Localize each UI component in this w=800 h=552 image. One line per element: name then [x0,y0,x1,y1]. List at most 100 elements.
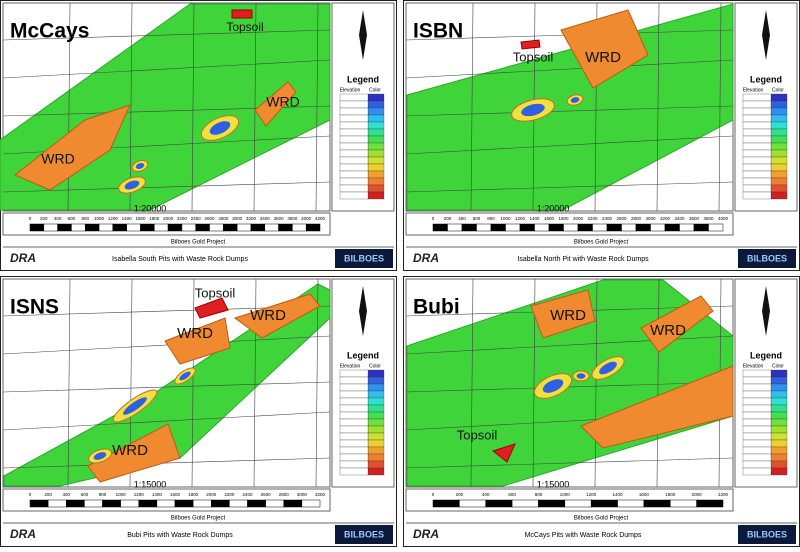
legend-swatch [770,411,788,420]
scale-tick-label: 1200 [586,492,597,497]
project-name: Bilboes Gold Project [171,516,226,522]
legend-title: Legend [750,350,782,360]
scale-segment [432,223,448,232]
scale-segment [693,223,709,232]
brand-logo: BILBOES [747,529,787,539]
grid-line [405,105,734,117]
legend-cell [742,170,772,179]
scale-segment [247,499,266,508]
map-panel: Bubi WRD WRD Topsoil Legend Elevation Color 1:1… [403,276,800,547]
legend-cell [742,411,772,420]
legend-header: Color [772,363,784,369]
scale-segment [305,223,321,232]
brand-box [738,525,796,544]
map-label: WRD [266,94,299,110]
legend-cell [742,467,772,476]
scale-segment [181,223,196,232]
grid-line [2,59,331,79]
scale-tick-label: 3600 [689,216,700,221]
scale-segment [505,223,521,232]
legend-cell [742,460,772,469]
grid-line [470,278,474,488]
legend-swatch [367,390,385,399]
legend-cell [742,128,772,137]
scale-segment [643,499,671,508]
scale-segment [590,499,618,508]
legend-cell [742,439,772,448]
scale-segment [43,223,58,232]
scale-tick-label: 1600 [544,216,555,221]
scale-segment [564,499,592,508]
waste-rock-dump [530,289,596,339]
north-arrow [762,10,770,60]
caption: Bubi Pits with Waste Rock Dumps [127,532,233,539]
scale-tick-label: 3000 [645,216,656,221]
scale-tick-label: 1800 [665,492,676,497]
legend-cell [339,149,369,158]
caption: Isabella North Pit with Waste Rock Dumps [517,256,649,263]
grid-line [405,457,734,469]
legend-swatch [367,149,385,158]
scale-tick-label: 1600 [639,492,650,497]
legend-swatch [367,114,385,123]
legend-swatch [367,121,385,130]
scale-segment [283,499,303,508]
scale-segment [635,223,651,232]
scale-tick-label: 4200 [315,216,326,221]
waste-rock-dump [580,365,734,449]
topsoil [231,9,253,19]
scale-segment [195,223,210,232]
map-label: WRD [41,151,74,167]
legend-cell [742,390,772,399]
north-arrow [359,10,367,60]
legend-title: Legend [750,74,782,84]
legend-swatch [770,425,788,434]
pit-floor [179,371,191,381]
legend-swatch [367,383,385,392]
scale-segment [592,223,608,232]
scale-segment [138,499,158,508]
pit-floor [135,163,145,169]
scale-tick-label: 600 [81,492,89,497]
pit-floor [521,103,545,117]
legend-cell [339,439,369,448]
scale-segment [211,499,230,508]
legend-cell [742,453,772,462]
legend-swatch [367,425,385,434]
company-logo: DRA [413,527,439,541]
pit-floor [209,121,231,135]
scale-segment [156,499,176,508]
scale-segment [679,223,695,232]
legend-swatch [367,411,385,420]
legend-cell [339,170,369,179]
scale-tick-label: 2200 [224,492,235,497]
scale-segment [229,499,248,508]
legend-swatch [770,446,788,455]
scale-segment [292,223,307,232]
scale-tick-label: 400 [458,216,466,221]
legend-swatch [770,121,788,130]
legend-swatch [367,191,385,200]
scale-segment [476,223,492,232]
scale-tick-label: 600 [508,492,516,497]
grid-line [656,2,660,212]
scale-tick-label: 2400 [242,492,253,497]
scale-segment [47,499,67,508]
scale-tick-label: 3400 [674,216,685,221]
pit-floor [599,361,617,375]
scale-segment [192,499,212,508]
legend-cell [339,432,369,441]
pit-floor [576,373,586,379]
legend-cell [742,383,772,392]
scale-segment [519,223,535,232]
legend-cell [339,93,369,102]
legend-swatch [367,376,385,385]
project-name: Bilboes Gold Project [574,240,629,246]
panel-title: Bubi [413,296,460,319]
scale-tick-label: 2800 [631,216,642,221]
scale-tick-label: 1000 [116,492,127,497]
scale-tick-label: 400 [54,216,62,221]
scale-segment [461,223,477,232]
scale-tick-label: 3200 [315,492,326,497]
legend-swatch [770,460,788,469]
